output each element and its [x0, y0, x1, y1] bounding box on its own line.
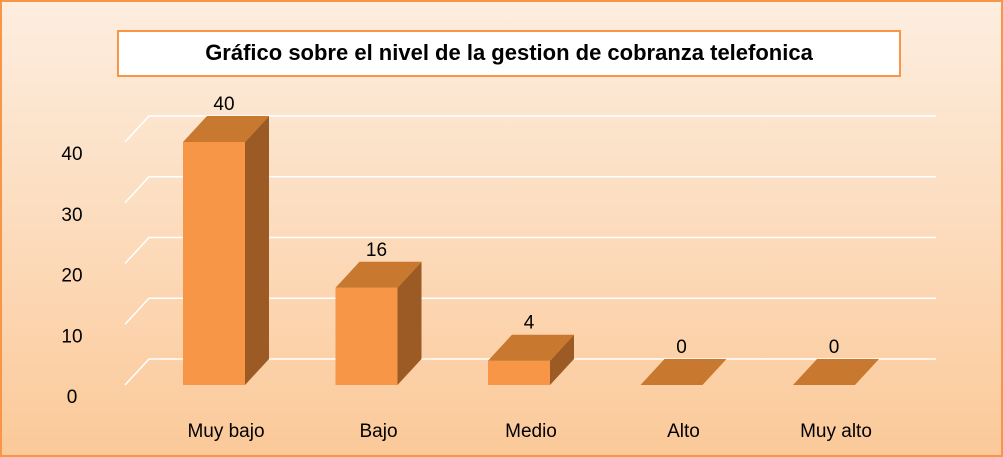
data-label: 16	[366, 240, 387, 261]
grid-line	[124, 236, 936, 265]
x-tick-label: Alto	[667, 421, 700, 442]
data-label: 40	[213, 94, 234, 115]
data-label: 0	[829, 337, 840, 358]
x-tick-label: Medio	[505, 421, 557, 442]
bar-top	[335, 261, 422, 288]
x-tick-label: Muy alto	[800, 421, 872, 442]
bar-top	[183, 116, 269, 142]
y-tick-label: 30	[61, 205, 82, 226]
grid-line	[124, 297, 936, 325]
bar	[488, 360, 550, 385]
bar	[335, 287, 398, 385]
y-tick-label: 40	[61, 144, 82, 165]
bar-side	[397, 261, 422, 385]
data-label: 0	[676, 337, 687, 358]
title-box	[117, 30, 901, 77]
bar-side	[550, 334, 574, 385]
y-tick-label: 0	[67, 387, 78, 408]
y-tick-label: 20	[61, 266, 82, 287]
data-label: 4	[524, 313, 535, 334]
bar-top	[640, 359, 727, 385]
grid-line	[124, 115, 936, 143]
chart-title: Gráfico sobre el nivel de la gestion de …	[205, 40, 813, 65]
bar	[183, 142, 245, 385]
bar-side	[245, 116, 269, 385]
x-tick-label: Muy bajo	[187, 421, 264, 442]
x-tick-label: Bajo	[359, 421, 397, 442]
y-tick-label: 10	[61, 326, 82, 347]
bar-top	[793, 359, 879, 385]
bar-top	[488, 334, 574, 361]
grid-line	[124, 176, 936, 204]
